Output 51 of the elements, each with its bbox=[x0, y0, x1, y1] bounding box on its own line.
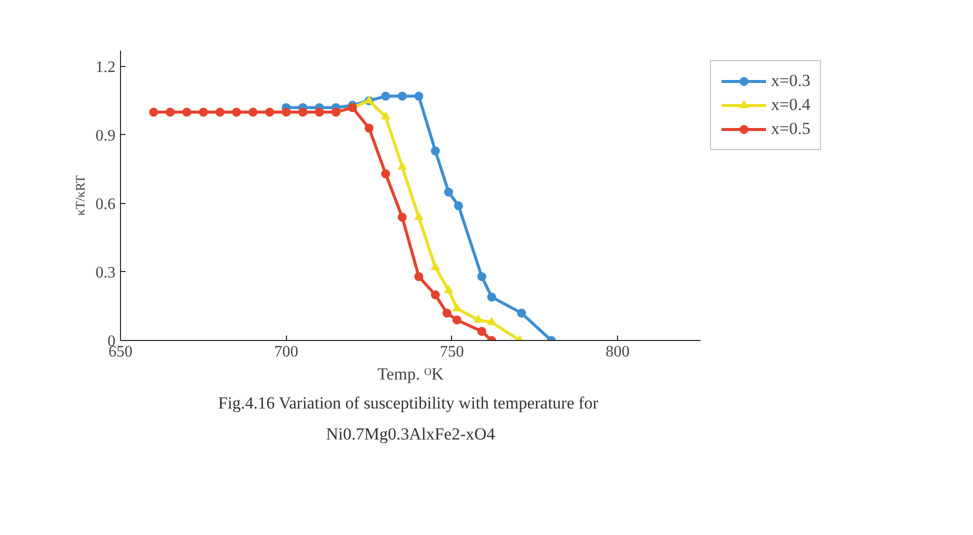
legend-label: x=0.4 bbox=[771, 95, 810, 115]
point bbox=[474, 314, 483, 323]
y-axis-title: κT/κRT bbox=[72, 175, 88, 216]
caption: Fig.4.16 Variation of susceptibility with temperature for bbox=[218, 394, 599, 412]
point bbox=[331, 108, 340, 117]
legend-label: x=0.5 bbox=[771, 119, 810, 139]
point bbox=[442, 308, 452, 318]
point bbox=[430, 290, 440, 300]
point bbox=[517, 308, 526, 318]
point bbox=[248, 108, 258, 117]
point bbox=[182, 108, 192, 117]
x-tick-label: 750 bbox=[440, 344, 464, 360]
point bbox=[298, 108, 308, 117]
x-tick-label: 800 bbox=[606, 344, 630, 360]
point bbox=[414, 92, 424, 101]
point bbox=[265, 108, 274, 117]
y-tick-label: 0.6 bbox=[96, 196, 116, 213]
point bbox=[381, 169, 390, 178]
point bbox=[232, 108, 241, 117]
point bbox=[149, 108, 158, 117]
point bbox=[430, 262, 440, 270]
point bbox=[487, 317, 496, 326]
legend-label: x=0.3 bbox=[771, 71, 810, 91]
point bbox=[282, 108, 291, 117]
point bbox=[454, 201, 464, 210]
point bbox=[364, 124, 374, 133]
point bbox=[398, 92, 407, 101]
point bbox=[430, 146, 440, 156]
point bbox=[198, 108, 208, 117]
point bbox=[414, 212, 424, 220]
y-tick-label: 0.9 bbox=[96, 127, 116, 144]
y-tick-label: 1.2 bbox=[96, 58, 116, 76]
point bbox=[381, 92, 390, 101]
point bbox=[314, 108, 324, 117]
x-axis-title: Temp. ᴼK bbox=[377, 364, 444, 384]
point bbox=[381, 112, 390, 120]
point bbox=[414, 272, 424, 282]
point bbox=[398, 212, 407, 222]
point bbox=[444, 285, 454, 294]
point bbox=[477, 326, 486, 336]
point bbox=[452, 303, 462, 312]
text: Ni0.7Mg0.3AlxFe2-xO4 bbox=[326, 424, 496, 444]
point bbox=[444, 188, 454, 197]
point bbox=[166, 108, 175, 117]
point bbox=[398, 162, 407, 170]
point bbox=[452, 315, 462, 324]
point bbox=[215, 108, 224, 117]
y-tick-label: 0.3 bbox=[96, 264, 116, 282]
x-tick-label: 700 bbox=[274, 344, 298, 360]
point bbox=[477, 272, 486, 282]
point bbox=[487, 292, 496, 302]
